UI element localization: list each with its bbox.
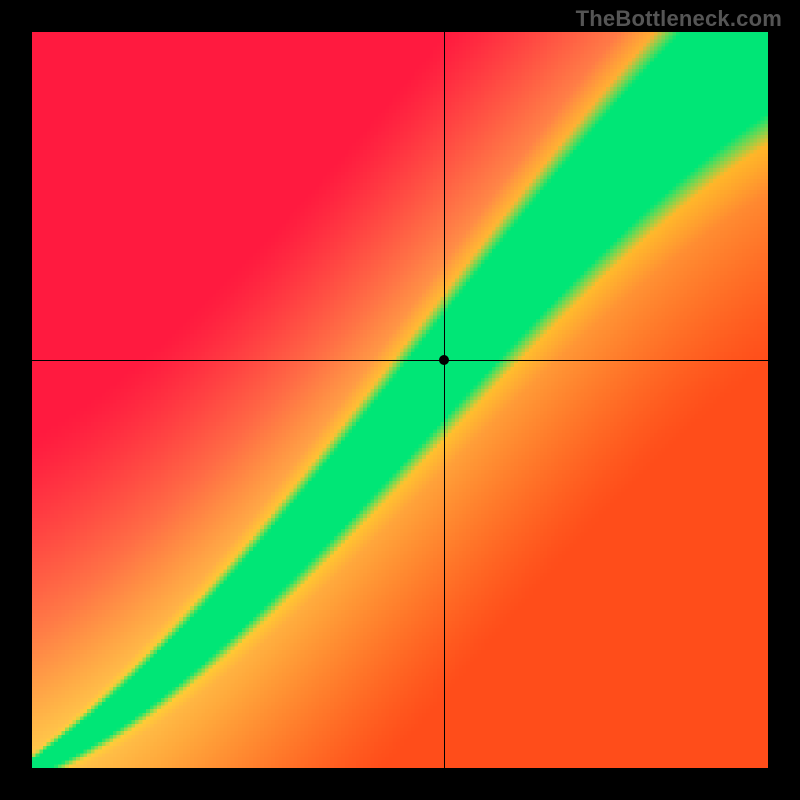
crosshair-vertical	[444, 32, 445, 768]
watermark-text: TheBottleneck.com	[576, 6, 782, 32]
heatmap-plot	[32, 32, 768, 768]
crosshair-horizontal	[32, 360, 768, 361]
heatmap-canvas	[32, 32, 768, 768]
crosshair-marker	[439, 355, 449, 365]
